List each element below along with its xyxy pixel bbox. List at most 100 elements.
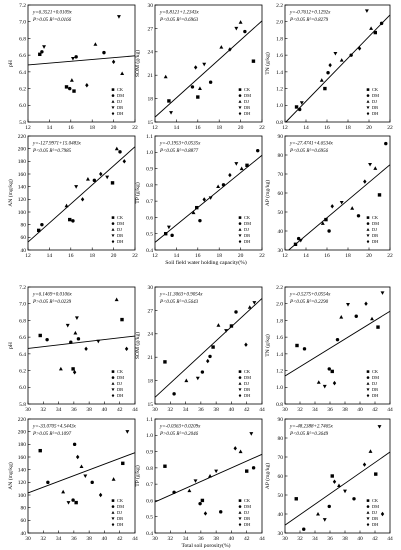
data-point — [234, 26, 239, 31]
data-point — [206, 358, 210, 364]
legend-marker — [366, 388, 370, 392]
y-tick-label: 1.4 — [276, 352, 283, 358]
data-point — [302, 347, 307, 351]
x-tick-label: 42 — [372, 407, 378, 413]
x-tick-label: 16 — [324, 253, 330, 259]
regression-equation: y=-33.0705+4.5443x — [32, 425, 77, 430]
legend-marker — [366, 517, 370, 521]
y-tick-label: 6.6 — [19, 53, 26, 59]
data-point — [42, 45, 47, 49]
y-tick-label: 1.0 — [276, 385, 283, 391]
legend-label: CK — [244, 369, 251, 374]
legend-marker — [366, 106, 370, 110]
data-point — [72, 442, 77, 447]
data-point — [71, 367, 75, 371]
data-point — [74, 185, 79, 189]
data-point — [58, 366, 63, 371]
y-tick-label: 40 — [278, 512, 284, 518]
legend-label: DH — [244, 522, 251, 527]
data-point — [69, 78, 74, 82]
legend-marker — [111, 222, 115, 225]
x-tick-label: 32 — [168, 536, 174, 542]
legend-label: DM — [117, 93, 124, 98]
y-tick-label: 0.4 — [146, 531, 153, 537]
legend-label: DM — [244, 504, 251, 509]
y-tick-label: 1.0 — [146, 150, 153, 156]
x-tick-label: 20 — [111, 253, 117, 259]
plot-frame — [154, 135, 263, 251]
data-point — [124, 346, 129, 352]
y-tick-label: 60 — [278, 474, 284, 480]
y-tick-label: 2.0 — [276, 20, 283, 26]
data-point — [349, 53, 353, 57]
y-tick-label: 0.8 — [276, 402, 283, 408]
y-tick-label: 40 — [278, 229, 284, 235]
y-tick-label: 90 — [278, 417, 284, 423]
data-point — [294, 497, 298, 501]
data-point — [172, 392, 176, 396]
data-point — [71, 498, 75, 502]
legend-label: DM — [244, 221, 251, 226]
y-tick-label: 160 — [18, 172, 27, 178]
data-point — [234, 162, 239, 166]
data-point — [339, 315, 344, 319]
y-tick-label: 18 — [148, 379, 154, 385]
x-axis-title-bottom: Total soil porosity(%) — [181, 542, 230, 549]
legend-marker — [111, 517, 115, 521]
x-tick-label: 18 — [89, 125, 95, 131]
y-tick-label: 100 — [18, 210, 27, 216]
legend-marker — [111, 88, 115, 91]
x-tick-label: 42 — [117, 536, 123, 542]
data-point — [90, 480, 94, 485]
regression-stats: P<0.05 R²=0.6956 — [289, 148, 329, 154]
y-tick-label: 40 — [21, 248, 27, 254]
data-point — [228, 172, 232, 178]
x-tick-label: 14 — [174, 253, 180, 259]
regression-stats: P>0.05 R²=0.0239 — [32, 299, 72, 305]
y-tick-label: 1.2 — [276, 368, 283, 374]
data-point — [369, 26, 374, 30]
data-point — [294, 105, 299, 109]
plot-frame — [27, 286, 136, 405]
data-point — [202, 62, 207, 67]
legend-label: DB — [117, 516, 123, 521]
data-point — [200, 370, 205, 374]
data-point — [203, 511, 208, 516]
data-point — [65, 323, 70, 328]
data-point — [200, 498, 205, 503]
data-point — [211, 345, 215, 349]
legend-label: CK — [244, 498, 251, 503]
regression-line — [154, 154, 263, 243]
legend-marker — [238, 234, 242, 238]
regression-stats: P<0.05 R²=0.2290 — [289, 299, 329, 305]
x-tick-label: 14 — [174, 125, 180, 131]
data-point — [85, 83, 89, 88]
data-point — [368, 162, 373, 167]
data-point — [302, 527, 306, 531]
data-point — [111, 477, 116, 481]
legend-label: DB — [372, 516, 378, 521]
data-point — [364, 301, 368, 306]
regression-equation: y=-0.5275+0.0554x — [289, 293, 331, 298]
data-point — [195, 205, 199, 210]
y-tick-label: 6.8 — [19, 318, 26, 324]
y-tick-label: 220 — [18, 417, 27, 423]
data-point — [380, 291, 385, 295]
y-axis-label: TP (g/kg) — [134, 182, 141, 204]
y-tick-label: 7.0 — [19, 302, 26, 308]
y-axis-label: pH — [8, 342, 14, 349]
data-point — [229, 324, 234, 328]
data-point — [73, 330, 78, 335]
data-point — [219, 45, 224, 49]
data-point — [233, 446, 237, 451]
data-point — [370, 316, 374, 321]
scatter-panel: 5.8 6.0 6.2 6.4 6.6 6.8 7.0 7.2 30 32 34 36 38 40 42 44… — [8, 285, 138, 413]
data-point — [324, 217, 328, 222]
x-tick-label: 14 — [303, 253, 309, 259]
legend-marker — [238, 370, 242, 373]
data-point — [105, 175, 110, 180]
legend-marker — [238, 382, 242, 385]
y-tick-label: 0.9 — [146, 449, 153, 455]
scatter-panel: 0.4 0.5 0.6 0.7 0.8 0.9 1.0 1.1 30 32 34 36 38 40 42 44… — [134, 417, 265, 542]
data-point — [208, 80, 213, 84]
